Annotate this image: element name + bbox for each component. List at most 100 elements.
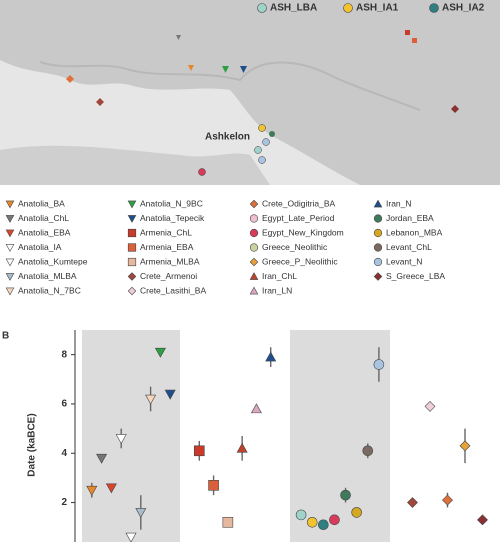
marker (442, 494, 453, 506)
marker (351, 507, 362, 518)
marker (459, 440, 471, 452)
map-marker (188, 65, 194, 71)
map-marker (451, 105, 459, 113)
marker (5, 229, 15, 238)
marker (343, 3, 353, 13)
marker (424, 400, 436, 412)
marker (125, 532, 137, 542)
marker (127, 257, 137, 267)
marker (86, 485, 98, 496)
marker (249, 286, 259, 295)
map-marker (66, 75, 74, 83)
legend-label: Anatolia_BA (18, 198, 65, 208)
legend-label: Anatolia_MLBA (18, 271, 77, 281)
marker (373, 272, 383, 281)
marker (318, 519, 329, 531)
map-marker (269, 131, 275, 137)
marker (222, 516, 234, 528)
marker (477, 514, 488, 526)
map: Ashkelon (0, 0, 500, 185)
marker (306, 516, 318, 528)
marker (127, 200, 137, 209)
y-tick-label: 6 (61, 399, 67, 410)
marker (362, 445, 374, 457)
legend-label: S_Greece_LBA (386, 271, 445, 281)
legend-label: Anatolia_N_7BC (18, 285, 81, 295)
legend-label: Anatolia_Tepecik (140, 213, 205, 223)
map-marker (96, 98, 104, 106)
map-marker (198, 168, 206, 176)
legend-label: Iran_LN (262, 285, 292, 295)
marker (407, 497, 418, 508)
map-marker (258, 124, 266, 132)
legend-label: ASH_IA1 (356, 3, 399, 14)
marker (295, 509, 307, 521)
legend-label: Levant_N (386, 256, 422, 266)
legend-label: Crete_Odigitria_BA (262, 198, 336, 208)
land-north (0, 0, 500, 185)
map-marker (405, 30, 410, 35)
y-tick-label: 4 (61, 448, 67, 459)
marker (265, 351, 277, 362)
legend-label: Armenia_ChL (140, 227, 192, 237)
marker (249, 214, 259, 223)
legend-label: ASH_LBA (270, 3, 317, 14)
legend-label: Iran_N (386, 198, 412, 208)
legend-label: ASH_IA2 (442, 3, 485, 14)
marker (5, 287, 15, 296)
legend-label: Anatolia_Kumtepe (18, 256, 88, 266)
marker (249, 228, 259, 238)
marker (340, 489, 351, 501)
marker (127, 286, 137, 296)
marker (249, 199, 259, 209)
marker (96, 453, 108, 464)
map-marker (222, 66, 229, 73)
marker (373, 199, 383, 208)
legend-label: Armenia_MLBA (140, 256, 200, 266)
marker (127, 243, 137, 252)
legend-label: Greece_P_Neolithic (262, 256, 338, 266)
map-marker (262, 138, 270, 146)
marker (249, 257, 259, 267)
marker (429, 3, 439, 13)
marker (127, 215, 137, 223)
marker (193, 445, 205, 457)
marker (257, 3, 267, 13)
marker (373, 257, 383, 267)
y-tick-label: 8 (61, 349, 67, 360)
map-marker (412, 38, 417, 43)
marker (373, 228, 383, 238)
legend-label: Egypt_New_Kingdom (262, 227, 344, 237)
marker (208, 480, 219, 491)
legend-bg (0, 193, 500, 305)
marker (5, 200, 15, 209)
map-marker (254, 146, 262, 154)
legend-label: Anatolia_IA (18, 242, 62, 252)
marker (236, 442, 248, 453)
place-label: Ashkelon (205, 132, 250, 143)
legend-label: Crete_Lasithi_BA (140, 285, 206, 295)
legend-label: Anatolia_ChL (18, 213, 69, 223)
legend-label: Egypt_Late_Period (262, 213, 335, 223)
marker (145, 394, 157, 405)
marker (5, 273, 15, 281)
legend-label: Crete_Armenoi (140, 271, 197, 281)
marker (329, 514, 340, 526)
panel-bg (290, 330, 390, 542)
legend-label: Anatolia_N_9BC (140, 198, 203, 208)
marker (373, 214, 383, 223)
marker (135, 508, 147, 519)
marker (5, 244, 15, 252)
marker (127, 228, 137, 238)
y-tick-label: 2 (61, 497, 67, 508)
legend-label: Armenia_EBA (140, 242, 194, 252)
map-marker (240, 66, 247, 73)
marker (249, 243, 259, 252)
relief (39, 61, 421, 111)
marker (250, 403, 262, 414)
marker (164, 389, 176, 400)
legend-label: Lebanon_MBA (386, 227, 443, 237)
legend-label: Levant_ChL (386, 242, 432, 252)
legend-label: Anatolia_EBA (18, 227, 71, 237)
